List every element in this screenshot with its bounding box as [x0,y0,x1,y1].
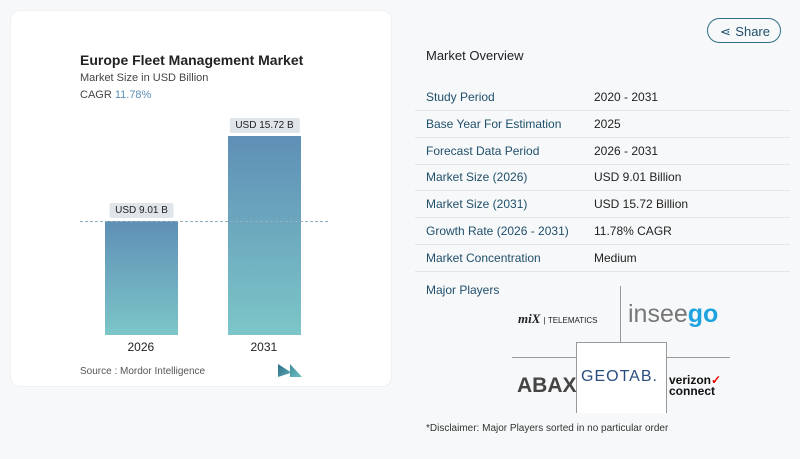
row-value: 2025 [594,116,621,131]
chart-title: Europe Fleet Management Market [80,52,304,68]
divider [576,342,667,413]
disclaimer: *Disclaimer: Major Players sorted in no … [426,423,669,434]
row-value: USD 15.72 Billion [594,197,689,212]
data-label: USD 15.72 B [229,118,300,133]
cagr-value: 11.78% [114,89,152,101]
row-label: Study Period [426,90,495,104]
overview-row: Base Year For Estimation 2025 [415,111,790,138]
row-label: Market Size (2026) [426,170,528,185]
overview-row: Forecast Data Period 2026 - 2031 [415,138,790,165]
logo-geotab: GEOTAB. [581,368,658,385]
overview-row: Market Concentration Medium [415,245,790,272]
cagr: CAGR 11.78% [80,89,151,101]
x-tick-label: 2031 [250,340,278,354]
share-label: Share [735,24,770,39]
row-value: USD 9.01 Billion [594,170,682,185]
overview-row: Market Size (2031) USD 15.72 Billion [415,191,790,219]
players-title: Major Players [426,283,500,297]
overview-row: Study Period 2020 - 2031 [415,84,790,111]
data-label: USD 9.01 B [109,202,174,218]
row-label: Market Size (2031) [426,197,528,212]
source: Source : Mordor Intelligence [80,366,206,377]
overview-row: Market Size (2026) USD 9.01 Billion [415,164,790,192]
logo-inseego: inseego [628,300,719,328]
logo-mix-telematics: miX | TELEMATICS [518,311,598,326]
logo-verizon-connect: verizon✓ connect [669,373,722,398]
chart-subtitle: Market Size in USD Billion [80,72,209,84]
share-icon: ⋖ [720,24,731,39]
logo-abax: ABAX [517,374,577,397]
row-value: 11.78% CAGR [594,224,672,238]
row-label: Base Year For Estimation [426,116,562,131]
bar-2031 [228,136,301,335]
row-label: Forecast Data Period [426,143,540,158]
reference-line [80,221,328,222]
share-button[interactable]: ⋖ Share [707,18,781,43]
row-value: 2020 - 2031 [594,90,659,104]
bar-2026 [105,220,178,335]
row-value: 2026 - 2031 [594,143,659,158]
x-tick-label: 2026 [127,340,155,354]
chart-card [10,10,392,387]
row-value: Medium [594,250,637,265]
divider [620,286,621,346]
overview-row: Growth Rate (2026 - 2031) 11.78% CAGR [415,218,790,245]
cagr-label: CAGR [80,89,112,101]
row-label: Market Concentration [426,250,541,265]
overview-title: Market Overview [426,48,524,63]
row-label: Growth Rate (2026 - 2031) [426,224,569,238]
